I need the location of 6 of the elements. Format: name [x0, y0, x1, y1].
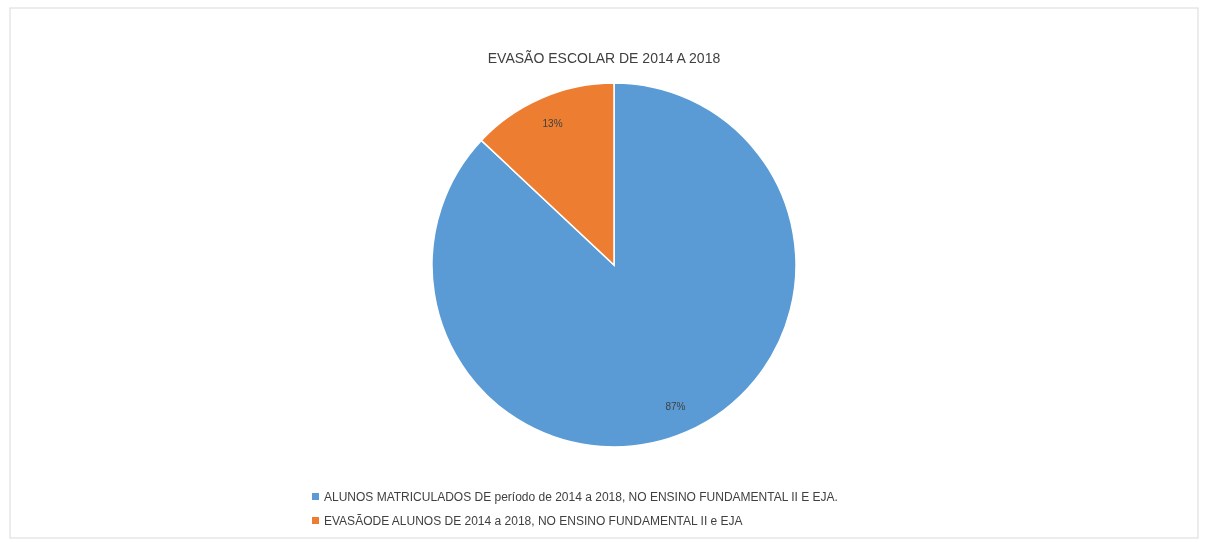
legend-label: ALUNOS MATRICULADOS DE período de 2014 a 2018, NO ENSINO FUNDAMENTAL II E EJA. [324, 490, 838, 505]
legend-label: EVASÃODE ALUNOS DE 2014 a 2018, NO ENSINO FUNDAMENTAL II e EJA [324, 514, 743, 529]
data-label: 87% [665, 401, 686, 413]
data-label: 13% [542, 117, 563, 129]
chart-title: EVASÃO ESCOLAR DE 2014 A 2018 [487, 50, 721, 66]
pie-slice [431, 82, 797, 448]
